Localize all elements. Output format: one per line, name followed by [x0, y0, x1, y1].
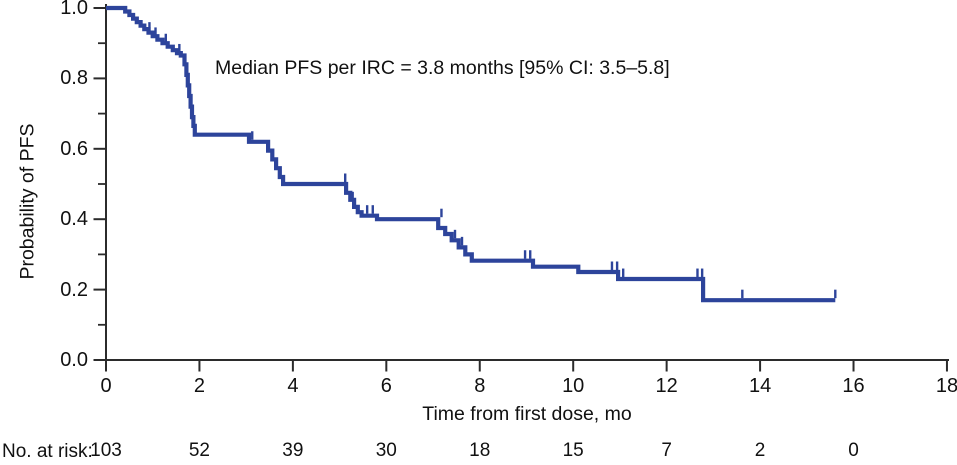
y-tick-label: 0.8 — [60, 67, 88, 90]
y-tick-label: 0.2 — [60, 278, 88, 301]
at-risk-count: 52 — [188, 440, 210, 461]
x-tick-label: 14 — [748, 375, 772, 397]
x-tick-label: 2 — [193, 375, 205, 397]
at-risk-count: 15 — [562, 440, 584, 461]
x-tick-label: 6 — [380, 375, 392, 397]
x-tick-label: 0 — [100, 375, 112, 397]
x-axis-title: Time from first dose, mo — [422, 403, 632, 425]
at-risk-count: 30 — [375, 440, 397, 461]
at-risk-count: 2 — [754, 440, 766, 461]
x-tick-label: 10 — [562, 375, 585, 397]
y-tick-label: 0.6 — [60, 137, 88, 160]
at-risk-label: No. at risk: — [2, 441, 93, 462]
at-risk-count: 103 — [90, 440, 122, 461]
at-risk-count: 7 — [661, 440, 672, 461]
at-risk-count: 0 — [848, 440, 859, 461]
at-risk-count: 18 — [469, 440, 491, 461]
x-tick-label: 18 — [935, 375, 957, 397]
x-tick-label: 16 — [842, 375, 865, 397]
median-pfs-annotation: Median PFS per IRC = 3.8 months [95% CI:… — [215, 57, 670, 79]
at-risk-count: 39 — [282, 440, 304, 461]
y-tick-label: 0.4 — [60, 208, 88, 231]
x-tick-label: 8 — [474, 375, 486, 397]
x-tick-label: 4 — [287, 375, 299, 397]
x-tick-label: 12 — [655, 375, 678, 397]
y-axis-title: Probability of PFS — [16, 123, 39, 280]
y-tick-label: 0.0 — [60, 349, 88, 371]
y-tick-label: 1.0 — [60, 0, 88, 19]
km-curve — [106, 5, 836, 303]
